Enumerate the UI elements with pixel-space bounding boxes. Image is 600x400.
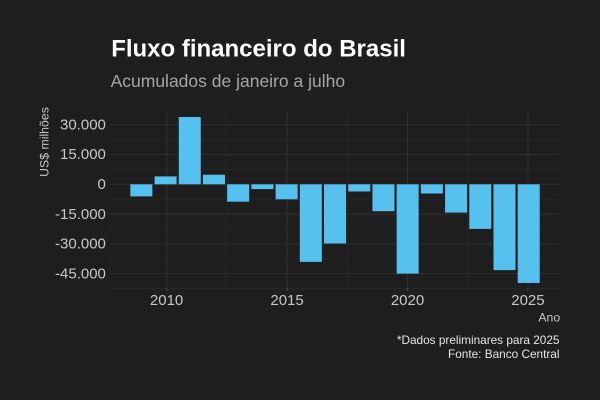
svg-text:-30.000: -30.000: [55, 236, 106, 253]
svg-text:Ano: Ano: [538, 310, 560, 324]
svg-text:2025: 2025: [511, 292, 544, 309]
svg-text:2015: 2015: [270, 292, 303, 309]
svg-text:US$ milhões: US$ milhões: [38, 107, 52, 177]
svg-text:30.000: 30.000: [60, 116, 106, 133]
svg-text:2010: 2010: [150, 292, 183, 309]
svg-text:-45.000: -45.000: [55, 265, 106, 282]
svg-text:*Dados preliminares para 2025: *Dados preliminares para 2025: [397, 333, 560, 347]
svg-text:0: 0: [98, 176, 106, 193]
svg-text:2020: 2020: [391, 292, 424, 309]
svg-text:15.000: 15.000: [60, 146, 106, 163]
svg-text:Fonte: Banco Central: Fonte: Banco Central: [448, 347, 559, 361]
svg-text:Fluxo financeiro do Brasil: Fluxo financeiro do Brasil: [111, 35, 406, 62]
svg-text:-15.000: -15.000: [55, 206, 106, 223]
svg-text:Acumulados de janeiro a julho: Acumulados de janeiro a julho: [111, 71, 345, 91]
